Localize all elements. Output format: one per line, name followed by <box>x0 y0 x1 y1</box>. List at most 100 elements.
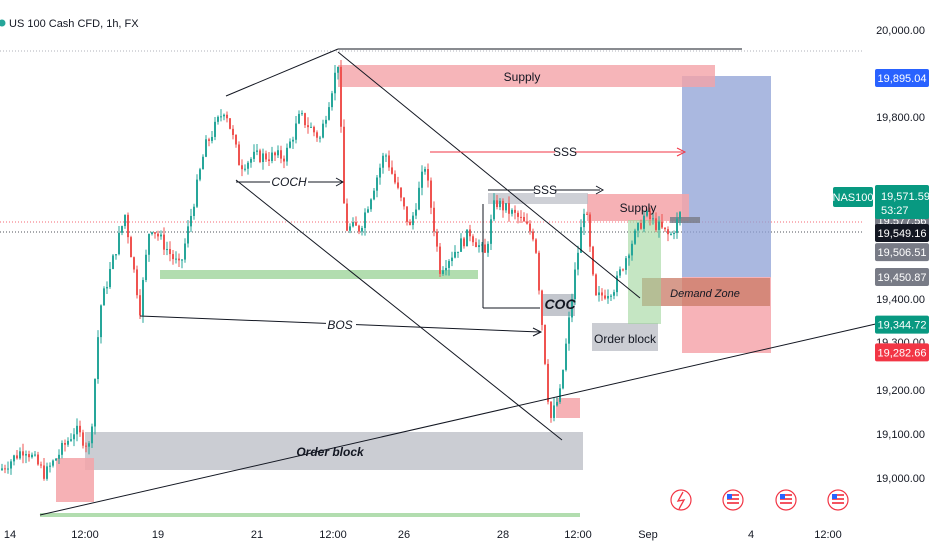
candle-body <box>388 155 390 168</box>
candle-body <box>220 116 222 118</box>
us-flag-icon[interactable] <box>722 489 744 511</box>
candle-body <box>154 232 156 234</box>
candle-body <box>208 139 210 141</box>
candle-body <box>73 434 75 440</box>
coc-zone[interactable] <box>541 294 575 316</box>
price-badge: 19,450.87 <box>875 268 929 287</box>
demand-line-zone[interactable] <box>160 270 478 279</box>
current-price: 19,571.59 <box>881 191 930 203</box>
candle-body <box>298 113 300 124</box>
candle-body <box>520 216 522 218</box>
coch-arrow-icon <box>335 177 345 187</box>
target-zone[interactable] <box>682 76 771 277</box>
price-badge-bg <box>875 268 929 287</box>
price-badge-label: 19,450.87 <box>878 272 927 284</box>
candle-body <box>469 229 471 237</box>
candle-body <box>337 66 339 73</box>
candle-body <box>595 274 597 296</box>
candle-body <box>100 305 102 338</box>
annotation-labels: SSS SSS Supply Supply COCH BOS COC Order… <box>270 70 740 459</box>
us-flag-icon[interactable] <box>827 489 849 511</box>
candle-body <box>334 72 336 94</box>
candle-body <box>82 432 84 446</box>
candle-body <box>139 295 141 316</box>
candle-body <box>331 93 333 108</box>
candle-body <box>256 150 258 152</box>
time-label: 12:00 <box>564 529 592 541</box>
candle-body <box>583 213 585 228</box>
candle-body <box>304 113 306 126</box>
supply-top-label: Supply <box>504 70 541 84</box>
candle-body <box>376 177 378 191</box>
candle-body <box>568 317 570 344</box>
candle-body <box>514 209 516 213</box>
candle-body <box>316 132 318 138</box>
sss-top-arrow-icon <box>676 147 687 157</box>
support-trend-line[interactable] <box>39 322 881 516</box>
candle-body <box>661 221 663 228</box>
grey-marker <box>670 217 700 223</box>
candle-body <box>433 207 435 232</box>
candle-body <box>364 212 366 228</box>
lightning-icon[interactable] <box>670 489 692 511</box>
candle-body <box>472 236 474 243</box>
candle-body <box>58 454 60 459</box>
candle-body <box>4 468 6 470</box>
candle-body <box>628 255 630 259</box>
candle-body <box>406 206 408 222</box>
sss-zone[interactable] <box>488 193 588 204</box>
countdown: 53:27 <box>881 205 909 217</box>
candle-body <box>46 466 48 479</box>
demand-zone-box[interactable] <box>642 278 770 306</box>
candle-body <box>553 405 555 418</box>
candle-body <box>451 257 453 262</box>
candle-body <box>484 244 486 253</box>
candle-body <box>151 232 153 235</box>
candle-body <box>445 267 447 271</box>
candle-body <box>625 258 627 270</box>
candle-body <box>601 292 603 296</box>
candle-body <box>550 401 552 418</box>
candle-body <box>10 461 12 469</box>
supply-zone-top[interactable] <box>338 65 715 87</box>
order-block-zone[interactable] <box>85 432 583 470</box>
current-price-badge[interactable]: NAS100 19,571.59 53:27 <box>833 185 930 219</box>
us-flag-icon[interactable] <box>775 489 797 511</box>
candle-body <box>643 215 645 229</box>
time-label: 12:00 <box>319 529 347 541</box>
price-badge: 19,344.72 <box>875 315 929 334</box>
candle-body <box>604 295 606 299</box>
small-supply-zone[interactable] <box>556 398 580 418</box>
candle-body <box>61 443 63 455</box>
price-badge: 19,506.51 <box>875 243 929 262</box>
supply-zone-right[interactable] <box>587 194 689 221</box>
candle-body <box>235 134 237 145</box>
time-axis[interactable]: 14 12:00 19 21 12:00 26 28 12:00 Sep 4 1… <box>4 529 842 541</box>
candle-body <box>490 219 492 244</box>
coc-label: COC <box>544 296 576 312</box>
candle-body <box>571 299 573 318</box>
upper-trend-line[interactable] <box>225 48 339 97</box>
candle-body <box>160 234 162 237</box>
order-block-small[interactable] <box>592 323 658 351</box>
price-badge-bg <box>875 69 929 88</box>
time-label: 14 <box>4 529 16 541</box>
price-badge-label: 19,344.72 <box>878 320 927 332</box>
candle-body <box>34 454 36 456</box>
time-label: 12:00 <box>71 529 99 541</box>
candle-body <box>598 292 600 296</box>
candle-body <box>274 152 276 156</box>
candle-body <box>613 292 615 296</box>
candle-body <box>172 254 174 260</box>
bottom-left-zone[interactable] <box>56 458 94 502</box>
candle-body <box>43 465 45 479</box>
candle-body <box>673 232 675 234</box>
channel-line-lower[interactable] <box>235 179 563 441</box>
candle-body <box>397 182 399 188</box>
candle-body <box>532 231 534 240</box>
green-box-zone[interactable] <box>628 220 661 324</box>
candle-body <box>136 269 138 296</box>
channel-line-upper[interactable] <box>337 51 641 299</box>
